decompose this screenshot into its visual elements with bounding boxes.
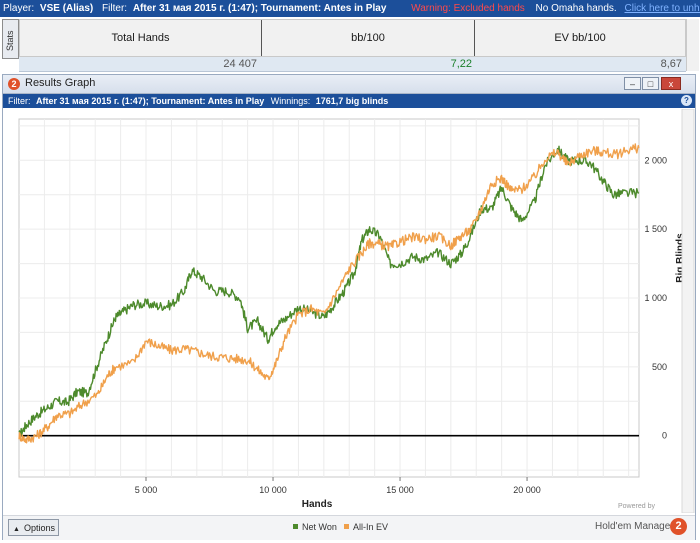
filter-value[interactable]: After 31 мая 2015 г. (1:47); Tournament:…	[132, 3, 387, 14]
minimize-button[interactable]: –	[624, 77, 641, 90]
legend-all-in-ev-label: All-In EV	[353, 522, 389, 532]
options-arrow-icon: ▲	[13, 526, 20, 533]
bb100-value: 7,22	[450, 58, 472, 70]
y-tick-label: 1 500	[644, 224, 667, 234]
options-label: Options	[23, 523, 55, 533]
unhide-link[interactable]: Click here to unhide	[624, 3, 700, 14]
brand-name: Hold'em Manager	[595, 521, 674, 532]
y-axis-label: Big Blinds	[675, 233, 686, 283]
winnings-value: 1761,7 big blinds	[315, 96, 389, 106]
y-tick-label: 1 000	[644, 293, 667, 303]
graph-footer: ▲ Options Net Won All-In EV Powered by Ho…	[3, 503, 695, 540]
omaha-text: No Omaha hands.	[535, 3, 617, 14]
column-total-hands[interactable]: Total Hands	[20, 20, 262, 56]
player-label: Player:	[3, 3, 35, 14]
total-hands-value: 24 407	[223, 58, 257, 70]
ev-bb100-value: 8,67	[660, 58, 682, 70]
x-tick-label: 15 000	[386, 485, 414, 495]
window-scrollbar	[681, 109, 695, 513]
series-line-net-won	[18, 145, 640, 439]
x-tick-label: 20 000	[513, 485, 541, 495]
legend-net-won-label: Net Won	[302, 522, 337, 532]
graph-filter-bar: Filter: After 31 мая 2015 г. (1:47); Tou…	[3, 94, 695, 108]
stats-tab-label: Stats	[5, 30, 15, 51]
column-ev-bb100[interactable]: EV bb/100	[554, 32, 606, 44]
legend-net-won[interactable]: Net Won	[293, 521, 337, 533]
graph-filter-label: Filter:	[8, 96, 31, 106]
winnings-label: Winnings:	[270, 96, 311, 106]
top-filter-bar: Player: VSE (Alias) Filter: After 31 мая…	[0, 0, 700, 17]
maximize-button[interactable]: □	[642, 77, 659, 90]
x-axis-label: Hands	[302, 499, 333, 510]
stats-tab[interactable]: Stats	[2, 19, 19, 59]
options-button[interactable]: ▲ Options	[8, 519, 59, 536]
window-title: Results Graph	[25, 77, 96, 89]
filter-label: Filter:	[102, 3, 128, 14]
y-tick-label: 500	[652, 362, 667, 372]
help-icon[interactable]: ?	[681, 95, 692, 106]
stats-scrollbar[interactable]	[686, 19, 699, 71]
all-in-ev-swatch	[344, 524, 349, 529]
stats-header: Total Hands bb/100 EV bb/100	[19, 19, 686, 57]
holdem-manager-logo-icon: 2	[670, 518, 687, 535]
player-value[interactable]: VSE (Alias)	[39, 3, 94, 14]
x-tick-label: 10 000	[259, 485, 287, 495]
stats-row[interactable]: 24 407 7,22 8,67	[19, 57, 686, 72]
x-tick-label: 5 000	[135, 485, 158, 495]
results-chart: 5 000 10 000 15 000 20 000 0 500 1 000 1 500 2 0…	[18, 109, 695, 513]
app-logo-icon: 2	[8, 78, 20, 90]
y-tick-label: 2 000	[644, 155, 667, 165]
y-tick-label: 0	[662, 431, 667, 441]
window-titlebar[interactable]: 2 Results Graph – □ x	[3, 75, 695, 94]
graph-filter-value: After 31 мая 2015 г. (1:47); Tournament:…	[36, 96, 265, 106]
close-button[interactable]: x	[661, 77, 681, 90]
results-graph-window: 2 Results Graph – □ x Filter: After 31 м…	[2, 74, 696, 540]
net-won-swatch	[293, 524, 298, 529]
legend-all-in-ev[interactable]: All-In EV	[344, 521, 388, 533]
series-line-all-in-ev	[18, 143, 640, 444]
powered-by-text: Powered by	[618, 503, 655, 510]
warning-text: Warning: Excluded hands	[411, 3, 525, 14]
column-bb100[interactable]: bb/100	[262, 20, 475, 56]
